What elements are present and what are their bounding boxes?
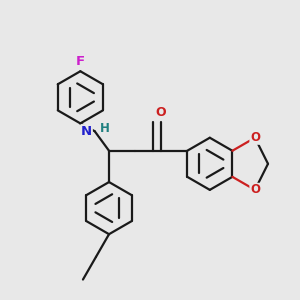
Text: N: N bbox=[81, 125, 92, 138]
Text: H: H bbox=[100, 122, 110, 135]
Text: O: O bbox=[250, 131, 260, 144]
Text: O: O bbox=[250, 183, 260, 196]
Text: F: F bbox=[76, 55, 85, 68]
Text: O: O bbox=[156, 106, 167, 119]
